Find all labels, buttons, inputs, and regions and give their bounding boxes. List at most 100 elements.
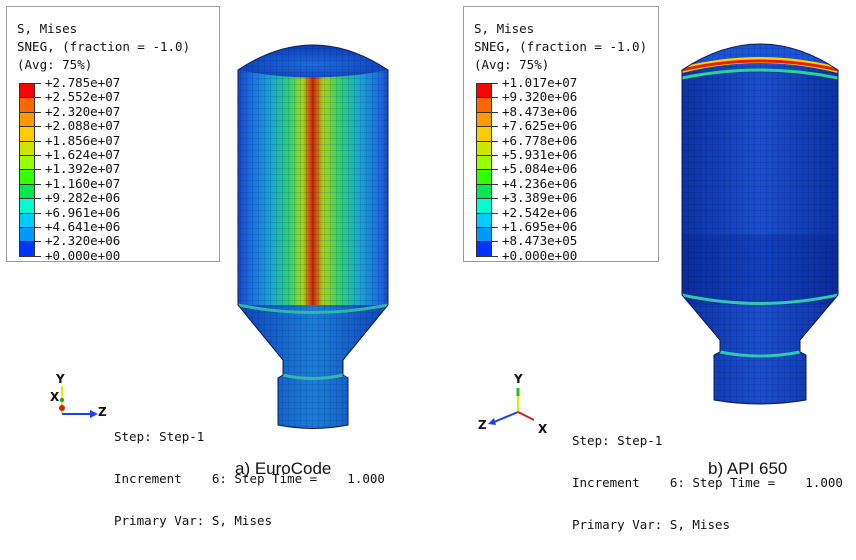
scale-value-label: +9.282e+06: [45, 190, 121, 206]
scale-tick: [476, 155, 498, 156]
color-swatch: [476, 83, 492, 98]
axis-triad: Y Z X: [478, 372, 550, 436]
color-swatch: [19, 126, 35, 142]
scale-value-label: +8.473e+06: [502, 103, 578, 119]
axis-label-y: Y: [514, 372, 523, 386]
axis-label-x: X: [50, 390, 60, 404]
scale-value-label: +8.473e+05: [502, 233, 578, 249]
scale-value-label: +1.392e+07: [45, 161, 121, 177]
scale-tick: [19, 140, 41, 142]
scale-value-label: +2.542e+06: [502, 204, 578, 220]
panel-api650: S, Mises SNEG, (fraction = -1.0) (Avg: 7…: [428, 0, 856, 532]
color-swatch: [476, 198, 492, 214]
scale-tick: [19, 83, 41, 84]
color-swatch: [19, 97, 35, 113]
scale-value-label: +2.088e+07: [45, 118, 121, 134]
color-swatch: [19, 227, 35, 242]
color-swatch: [19, 83, 35, 98]
scale-tick: [19, 169, 41, 171]
scale-tick: [19, 97, 41, 99]
caption-eurocode: a) EuroCode: [235, 459, 332, 478]
scale-tick: [19, 198, 41, 200]
primary-var-line: Primary Var: S, Mises: [114, 513, 273, 528]
scale-tick: [19, 255, 41, 257]
scale-value-label: +9.320e+06: [502, 89, 578, 105]
scale-tick: [476, 198, 498, 200]
axis-label-x: X: [538, 422, 548, 436]
legend-avg: (Avg: 75%): [474, 57, 550, 72]
color-swatch: [19, 198, 35, 214]
legend-subtitle: SNEG, (fraction = -1.0): [17, 39, 191, 54]
scale-tick: [476, 169, 498, 171]
step-info: Step: Step-1 Increment 6: Step Time = 1.…: [572, 406, 843, 560]
scale-value-label: +1.017e+07: [502, 75, 578, 90]
color-swatch: [19, 111, 35, 127]
color-swatch: [19, 183, 35, 199]
legend-avg: (Avg: 75%): [17, 57, 93, 72]
caption-api650: b) API 650: [708, 459, 788, 478]
scale-tick: [19, 126, 41, 128]
scale-tick: [476, 97, 498, 99]
color-swatch: [476, 169, 492, 185]
legend-eurocode: S, Mises SNEG, (fraction = -1.0) (Avg: 7…: [6, 6, 220, 262]
scale-value-label: +0.000e+00: [502, 247, 578, 263]
scale-value-label: +2.785e+07: [45, 75, 121, 90]
color-swatch: [476, 97, 492, 113]
legend-api650: S, Mises SNEG, (fraction = -1.0) (Avg: 7…: [463, 6, 659, 262]
scale-tick: [476, 241, 498, 243]
step-line: Step: Step-1: [114, 429, 205, 444]
color-swatch: [476, 140, 492, 156]
scale-tick: [19, 212, 41, 214]
color-swatch: [476, 241, 492, 257]
color-swatch: [476, 111, 492, 127]
scale-value-label: +5.084e+06: [502, 161, 578, 177]
color-swatch: [476, 227, 492, 242]
scale-value-label: +6.961e+06: [45, 204, 121, 220]
axis-triad: Y X Z: [48, 372, 108, 426]
scale-value-label: +1.856e+07: [45, 132, 121, 148]
scale-value-label: +5.931e+06: [502, 147, 578, 162]
tank-model-api650: [681, 43, 839, 405]
panel-eurocode: S, Mises SNEG, (fraction = -1.0) (Avg: 7…: [0, 0, 428, 528]
color-swatch: [476, 212, 492, 228]
tank-model-eurocode: [237, 44, 389, 429]
scale-value-label: +4.236e+06: [502, 175, 578, 191]
step-line: Step: Step-1: [572, 433, 663, 448]
scale-value-label: +4.641e+06: [45, 219, 121, 234]
color-swatch: [476, 126, 492, 142]
scale-tick: [476, 140, 498, 142]
color-swatch: [19, 241, 35, 257]
legend-title: S, Mises: [474, 21, 535, 36]
color-swatch: [19, 140, 35, 156]
increment-line: Increment 6: Step Time = 1.000: [114, 471, 385, 486]
axis-label-z: Z: [98, 405, 107, 419]
legend-title: S, Mises: [17, 21, 78, 36]
axis-label-z: Z: [478, 418, 487, 432]
scale-tick: [19, 155, 41, 156]
scale-tick: [19, 111, 41, 113]
legend-subtitle: SNEG, (fraction = -1.0): [474, 39, 648, 54]
scale-tick: [476, 212, 498, 214]
scale-value-label: +3.389e+06: [502, 190, 578, 206]
scale-tick: [476, 83, 498, 84]
scale-tick: [19, 183, 41, 185]
color-swatch: [476, 183, 492, 199]
scale-tick: [19, 241, 41, 243]
color-swatch: [476, 155, 492, 170]
scale-value-label: +2.552e+07: [45, 89, 121, 105]
scale-tick: [476, 227, 498, 228]
color-swatch: [19, 155, 35, 170]
primary-var-line: Primary Var: S, Mises: [572, 517, 731, 532]
scale-tick: [476, 183, 498, 185]
color-swatch: [19, 169, 35, 185]
scale-value-label: +1.695e+06: [502, 219, 578, 234]
scale-value-label: +6.778e+06: [502, 132, 578, 148]
scale-value-label: +2.320e+07: [45, 103, 121, 119]
scale-tick: [476, 255, 498, 257]
scale-tick: [19, 227, 41, 228]
step-info: Step: Step-1 Increment 6: Step Time = 1.…: [114, 402, 385, 556]
scale-tick: [476, 111, 498, 113]
axis-label-y: Y: [56, 372, 65, 386]
scale-value-label: +0.000e+00: [45, 247, 121, 263]
scale-value-label: +2.320e+06: [45, 233, 121, 249]
